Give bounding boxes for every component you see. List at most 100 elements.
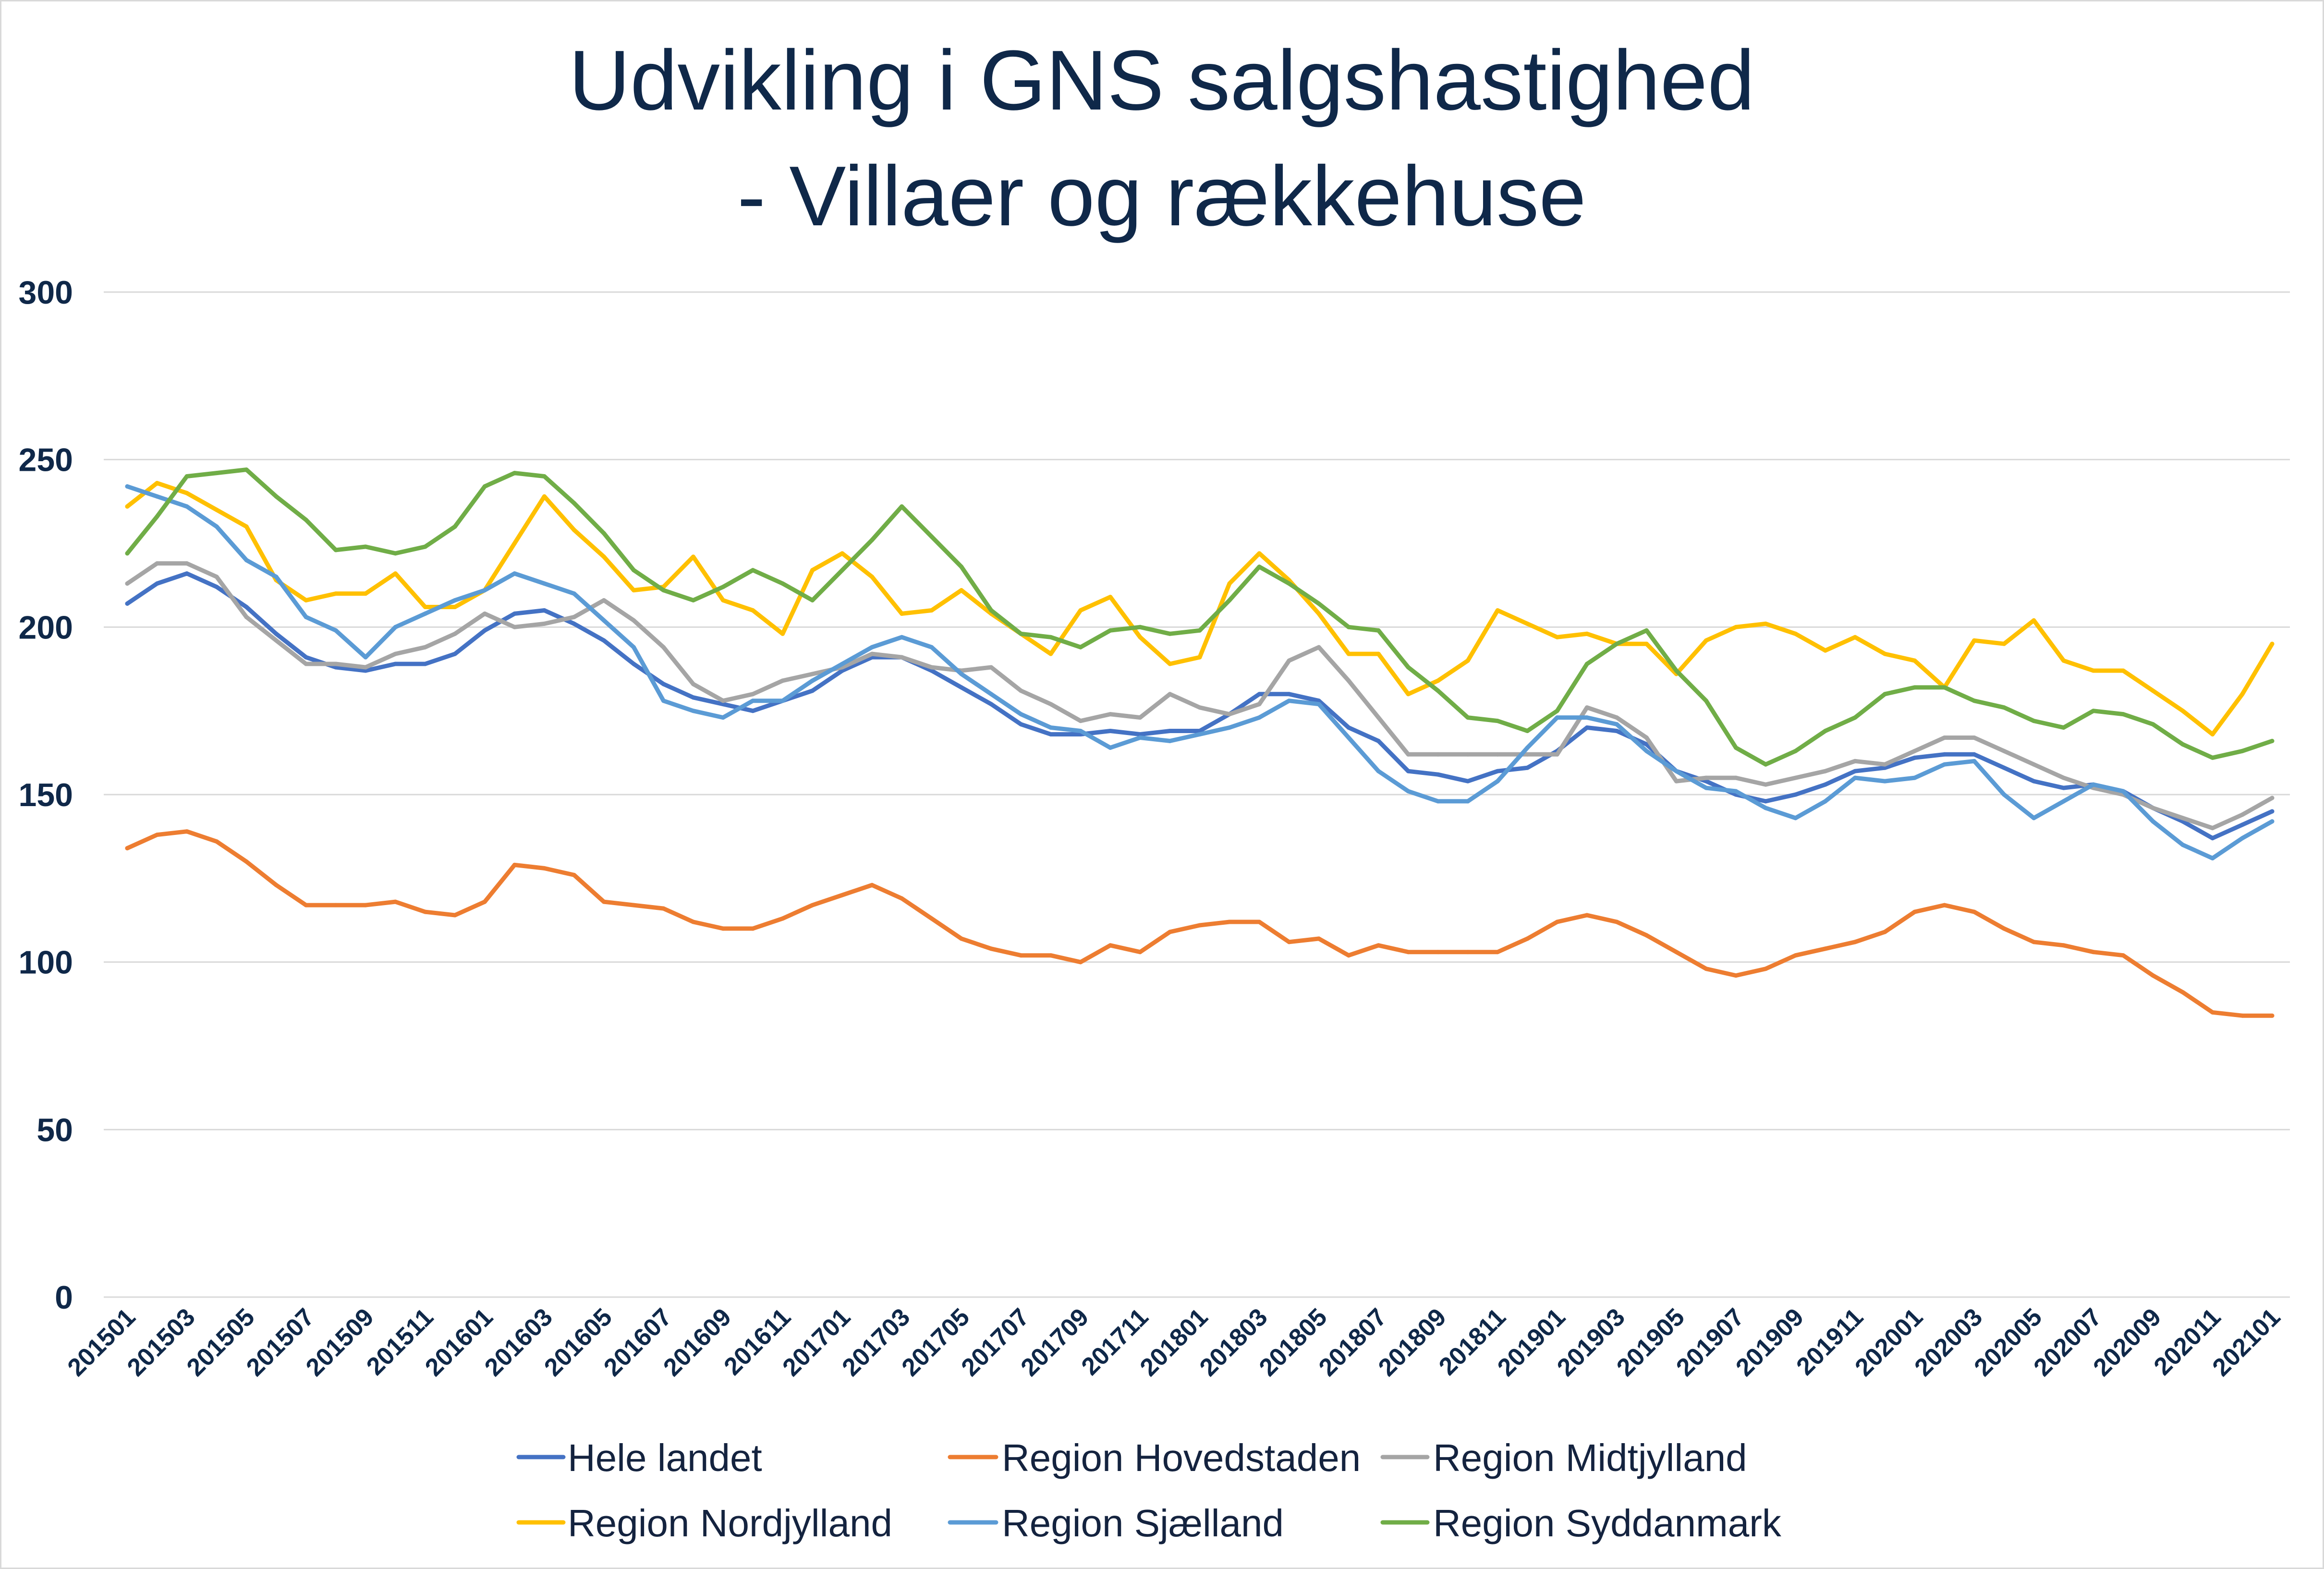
data-point-region-midtjylland-202003 xyxy=(1972,735,1977,740)
data-point-hele-landet-201902 xyxy=(1584,725,1589,730)
data-point-region-hovedstaden-201503 xyxy=(184,829,189,834)
data-point-region-nordjylland-201511 xyxy=(423,605,427,609)
data-point-region-nordjylland-201908 xyxy=(1764,621,1768,626)
data-point-region-hovedstaden-201805 xyxy=(1316,936,1321,941)
data-point-region-midtjylland-201801 xyxy=(1197,705,1202,710)
data-point-region-hovedstaden-201608 xyxy=(691,919,695,924)
data-point-region-hovedstaden-202003 xyxy=(1972,909,1977,914)
data-point-region-syddanmark-202002 xyxy=(1942,685,1947,690)
data-point-hele-landet-202012 xyxy=(2240,822,2245,827)
data-point-region-nordjylland-201809 xyxy=(1436,678,1440,683)
legend-label-region-sjaelland: Region Sjælland xyxy=(1002,1502,1284,1544)
data-point-region-syddanmark-201505 xyxy=(244,467,249,472)
data-point-region-sjaelland-201807 xyxy=(1376,769,1381,773)
data-point-region-syddanmark-201701 xyxy=(840,568,845,573)
data-point-hele-landet-201602 xyxy=(512,611,517,616)
data-point-region-midtjylland-202002 xyxy=(1942,735,1947,740)
data-point-hele-landet-201909 xyxy=(1793,792,1798,797)
data-point-region-hovedstaden-201612 xyxy=(810,903,815,907)
data-point-region-syddanmark-202101 xyxy=(2270,738,2275,743)
data-point-region-syddanmark-201509 xyxy=(363,544,368,549)
data-point-region-hovedstaden-201908 xyxy=(1764,967,1768,971)
data-point-region-sjaelland-201503 xyxy=(184,504,189,509)
data-point-hele-landet-201809 xyxy=(1436,772,1440,777)
data-point-region-hovedstaden-202007 xyxy=(2091,950,2096,955)
data-point-region-hovedstaden-201807 xyxy=(1376,943,1381,948)
data-point-region-syddanmark-202004 xyxy=(2002,705,2007,710)
data-point-region-sjaelland-201611 xyxy=(780,699,785,703)
legend-item-region-sjaelland: Region Sjælland xyxy=(948,1502,1284,1544)
data-point-region-nordjylland-201805 xyxy=(1316,611,1321,616)
data-point-region-sjaelland-201706 xyxy=(989,692,994,697)
data-point-region-syddanmark-201806 xyxy=(1346,625,1351,629)
data-point-region-midtjylland-201510 xyxy=(393,651,398,656)
data-point-region-midtjylland-201501 xyxy=(125,581,130,586)
data-point-region-syddanmark-201611 xyxy=(780,581,785,586)
data-point-region-hovedstaden-201511 xyxy=(423,909,427,914)
data-point-region-hovedstaden-201803 xyxy=(1257,919,1262,924)
data-point-region-syddanmark-201609 xyxy=(721,585,726,589)
data-point-region-syddanmark-201902 xyxy=(1584,662,1589,666)
data-point-region-syddanmark-201506 xyxy=(274,494,279,499)
data-point-region-sjaelland-201811 xyxy=(1495,779,1500,784)
data-point-hele-landet-202003 xyxy=(1972,752,1977,757)
data-point-region-sjaelland-202101 xyxy=(2270,819,2275,824)
data-point-region-hovedstaden-202008 xyxy=(2121,953,2126,958)
data-point-region-sjaelland-201906 xyxy=(1704,785,1708,790)
data-point-region-sjaelland-201502 xyxy=(155,494,159,499)
data-point-region-nordjylland-201508 xyxy=(333,591,338,596)
data-point-region-nordjylland-201811 xyxy=(1495,608,1500,613)
data-point-hele-landet-201806 xyxy=(1346,725,1351,730)
data-point-region-nordjylland-201501 xyxy=(125,504,130,509)
data-point-region-nordjylland-202008 xyxy=(2121,668,2126,673)
data-point-region-midtjylland-201802 xyxy=(1227,712,1232,717)
data-point-region-nordjylland-201704 xyxy=(929,608,934,613)
data-point-region-sjaelland-201805 xyxy=(1316,702,1321,707)
data-point-region-nordjylland-201808 xyxy=(1406,692,1411,697)
data-point-region-midtjylland-201706 xyxy=(989,665,994,670)
data-point-region-sjaelland-201709 xyxy=(1078,729,1083,733)
data-point-region-nordjylland-201612 xyxy=(810,568,815,573)
data-point-region-nordjylland-201604 xyxy=(572,527,576,532)
data-point-region-hovedstaden-201501 xyxy=(125,846,130,851)
legend-label-region-midtjylland: Region Midtjylland xyxy=(1433,1436,1747,1479)
data-point-region-syddanmark-201501 xyxy=(125,551,130,556)
legend-label-region-syddanmark: Region Syddanmark xyxy=(1433,1502,1782,1544)
data-point-region-sjaelland-201804 xyxy=(1287,699,1291,703)
data-point-region-hovedstaden-201809 xyxy=(1436,950,1440,955)
data-point-hele-landet-201504 xyxy=(214,585,219,589)
data-point-region-sjaelland-201911 xyxy=(1853,775,1858,780)
data-point-region-hovedstaden-201604 xyxy=(572,872,576,877)
data-point-hele-landet-201502 xyxy=(155,581,159,586)
data-point-region-sjaelland-201506 xyxy=(274,575,279,579)
data-point-region-nordjylland-201710 xyxy=(1108,595,1113,600)
legend-label-region-hovedstaden: Region Hovedstaden xyxy=(1002,1436,1361,1479)
data-point-region-hovedstaden-201901 xyxy=(1555,919,1559,924)
data-point-hele-landet-201711 xyxy=(1138,732,1143,736)
data-point-region-midtjylland-201608 xyxy=(691,682,695,686)
data-point-region-midtjylland-201708 xyxy=(1048,702,1053,707)
data-point-region-syddanmark-202006 xyxy=(2061,725,2066,730)
data-point-region-syddanmark-201802 xyxy=(1227,598,1232,602)
data-point-region-hovedstaden-202001 xyxy=(1912,909,1917,914)
data-point-region-hovedstaden-201804 xyxy=(1287,940,1291,944)
data-point-hele-landet-201812 xyxy=(1525,765,1530,770)
data-point-region-syddanmark-201808 xyxy=(1406,665,1411,670)
data-point-region-sjaelland-201907 xyxy=(1734,789,1738,794)
data-point-region-syddanmark-201602 xyxy=(512,471,517,476)
data-point-region-nordjylland-201602 xyxy=(512,541,517,546)
data-point-hele-landet-201610 xyxy=(751,709,755,713)
data-point-region-syddanmark-201703 xyxy=(900,504,904,509)
data-point-region-midtjylland-201810 xyxy=(1465,752,1470,757)
data-point-region-hovedstaden-201710 xyxy=(1108,943,1113,948)
data-point-hele-landet-201510 xyxy=(393,662,398,666)
data-point-region-syddanmark-201706 xyxy=(989,608,994,613)
data-point-region-midtjylland-201909 xyxy=(1793,775,1798,780)
data-point-region-sjaelland-201702 xyxy=(870,645,875,650)
data-point-region-syddanmark-201908 xyxy=(1764,762,1768,767)
data-point-region-nordjylland-201902 xyxy=(1584,631,1589,636)
data-point-region-sjaelland-201612 xyxy=(810,678,815,683)
data-point-hele-landet-201707 xyxy=(1019,722,1023,727)
data-point-region-midtjylland-202005 xyxy=(2032,762,2036,767)
data-point-region-sjaelland-201806 xyxy=(1346,735,1351,740)
